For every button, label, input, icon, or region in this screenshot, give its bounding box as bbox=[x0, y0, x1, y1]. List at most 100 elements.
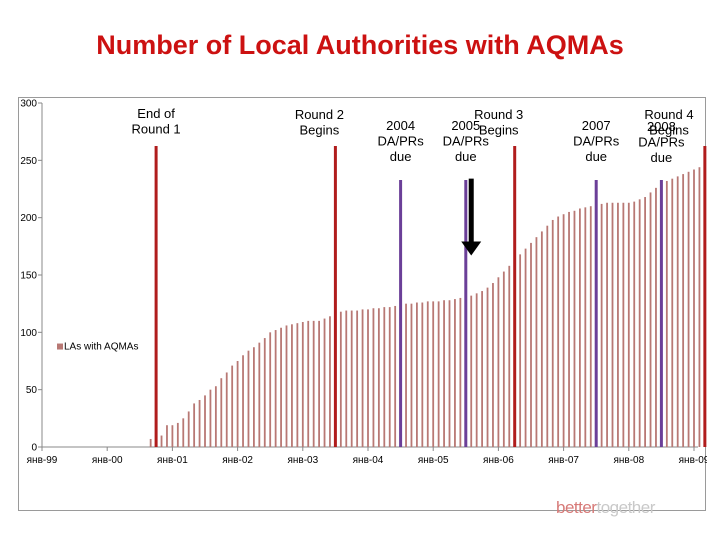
y-tick-label: 150 bbox=[20, 271, 37, 282]
bar bbox=[220, 378, 223, 447]
bar bbox=[388, 307, 391, 447]
x-tick-label: янв-09 bbox=[679, 455, 707, 466]
bar bbox=[698, 167, 701, 448]
chart-frame: 0 50 100 150 200 250 300 янв-99 янв-00 янв-01 янв-… bbox=[18, 97, 707, 511]
x-tick-label: янв-04 bbox=[353, 455, 384, 466]
bar bbox=[204, 395, 206, 447]
x-tick-label: янв-00 bbox=[92, 455, 123, 466]
bar bbox=[345, 310, 348, 447]
bar bbox=[269, 332, 272, 447]
bar bbox=[166, 425, 168, 447]
bar bbox=[600, 203, 603, 447]
x-tick-label: янв-07 bbox=[548, 455, 579, 466]
bar bbox=[568, 211, 570, 447]
bar bbox=[274, 330, 277, 447]
bar bbox=[622, 202, 625, 447]
bar bbox=[638, 199, 641, 447]
bar bbox=[497, 277, 500, 447]
y-tick-label: 200 bbox=[20, 213, 37, 224]
bar bbox=[405, 303, 407, 447]
aqma-bar-chart: 0 50 100 150 200 250 300 янв-99 янв-00 янв-01 янв-… bbox=[20, 99, 707, 467]
bar bbox=[562, 214, 565, 447]
bar bbox=[579, 208, 581, 447]
bar bbox=[655, 187, 657, 447]
bar bbox=[671, 178, 674, 447]
bar bbox=[611, 202, 614, 447]
bar bbox=[187, 411, 190, 447]
labels: 0 50 100 150 200 250 300 янв-99 янв-00 янв-01 янв-… bbox=[20, 99, 707, 467]
y-tick-label: 100 bbox=[20, 328, 37, 339]
bar bbox=[589, 206, 592, 447]
bar bbox=[198, 399, 201, 447]
annotation-label: Round 4 Begins bbox=[644, 107, 693, 138]
bar bbox=[372, 308, 375, 447]
bar bbox=[530, 242, 532, 447]
bar bbox=[377, 308, 380, 447]
bar bbox=[225, 372, 228, 447]
bar bbox=[486, 287, 489, 447]
bar bbox=[253, 347, 255, 447]
bar bbox=[301, 322, 304, 447]
bar bbox=[687, 171, 690, 448]
arrow-head bbox=[461, 241, 482, 256]
bar bbox=[416, 302, 418, 447]
bar bbox=[682, 174, 685, 447]
bar bbox=[383, 307, 386, 447]
bar bbox=[502, 271, 505, 447]
bar bbox=[492, 283, 494, 447]
bar bbox=[459, 297, 462, 447]
x-tick-label: янв-06 bbox=[483, 455, 514, 466]
bar bbox=[633, 201, 636, 447]
y-tick-label: 300 bbox=[20, 99, 37, 110]
bar bbox=[160, 435, 163, 447]
bar bbox=[312, 320, 315, 447]
bar bbox=[323, 318, 326, 447]
bar bbox=[573, 210, 576, 447]
bar bbox=[665, 180, 668, 447]
bar bbox=[247, 350, 250, 447]
x-tick-label: янв-03 bbox=[287, 455, 318, 466]
bar bbox=[209, 389, 212, 447]
bar bbox=[421, 302, 424, 447]
bar bbox=[410, 303, 413, 447]
bar bbox=[231, 365, 234, 447]
annotation-label: Round 2 Begins bbox=[295, 107, 344, 138]
bar bbox=[676, 176, 679, 447]
bar bbox=[291, 324, 293, 447]
bar bbox=[557, 216, 560, 447]
x-tick-label: янв-08 bbox=[613, 455, 644, 466]
annotation-label: 2005 DA/PRs due bbox=[443, 118, 490, 164]
annotation-label: 2007 DA/PRs due bbox=[573, 118, 620, 164]
bar bbox=[432, 301, 435, 447]
bar bbox=[551, 219, 554, 447]
bar bbox=[540, 231, 543, 447]
bar bbox=[627, 202, 630, 447]
bar bbox=[214, 386, 217, 447]
bar bbox=[475, 293, 478, 447]
bar bbox=[171, 425, 174, 447]
bar bbox=[519, 254, 522, 447]
bar bbox=[470, 295, 473, 447]
bar bbox=[426, 301, 429, 447]
bar bbox=[285, 325, 288, 447]
annotation-label: 2008 DA/PRs due bbox=[638, 119, 685, 165]
bar bbox=[448, 300, 451, 447]
bar bbox=[350, 310, 353, 447]
bar bbox=[437, 301, 440, 447]
bar bbox=[236, 361, 239, 447]
bar bbox=[693, 169, 695, 448]
bar bbox=[318, 320, 320, 447]
bar bbox=[242, 355, 244, 447]
bar bbox=[193, 403, 196, 447]
better-together-logo: bettertogether bbox=[556, 498, 655, 517]
x-tick-label: янв-01 bbox=[157, 455, 188, 466]
bar bbox=[176, 422, 179, 447]
annotation-label: 2004 DA/PRs due bbox=[377, 118, 424, 164]
legend-swatch bbox=[57, 343, 63, 350]
bar bbox=[617, 202, 619, 447]
legend-label: LAs with AQMAs bbox=[64, 342, 138, 353]
bar bbox=[394, 305, 397, 447]
bar bbox=[182, 418, 185, 447]
x-tick-label: янв-99 bbox=[27, 455, 58, 466]
bar bbox=[263, 338, 266, 447]
